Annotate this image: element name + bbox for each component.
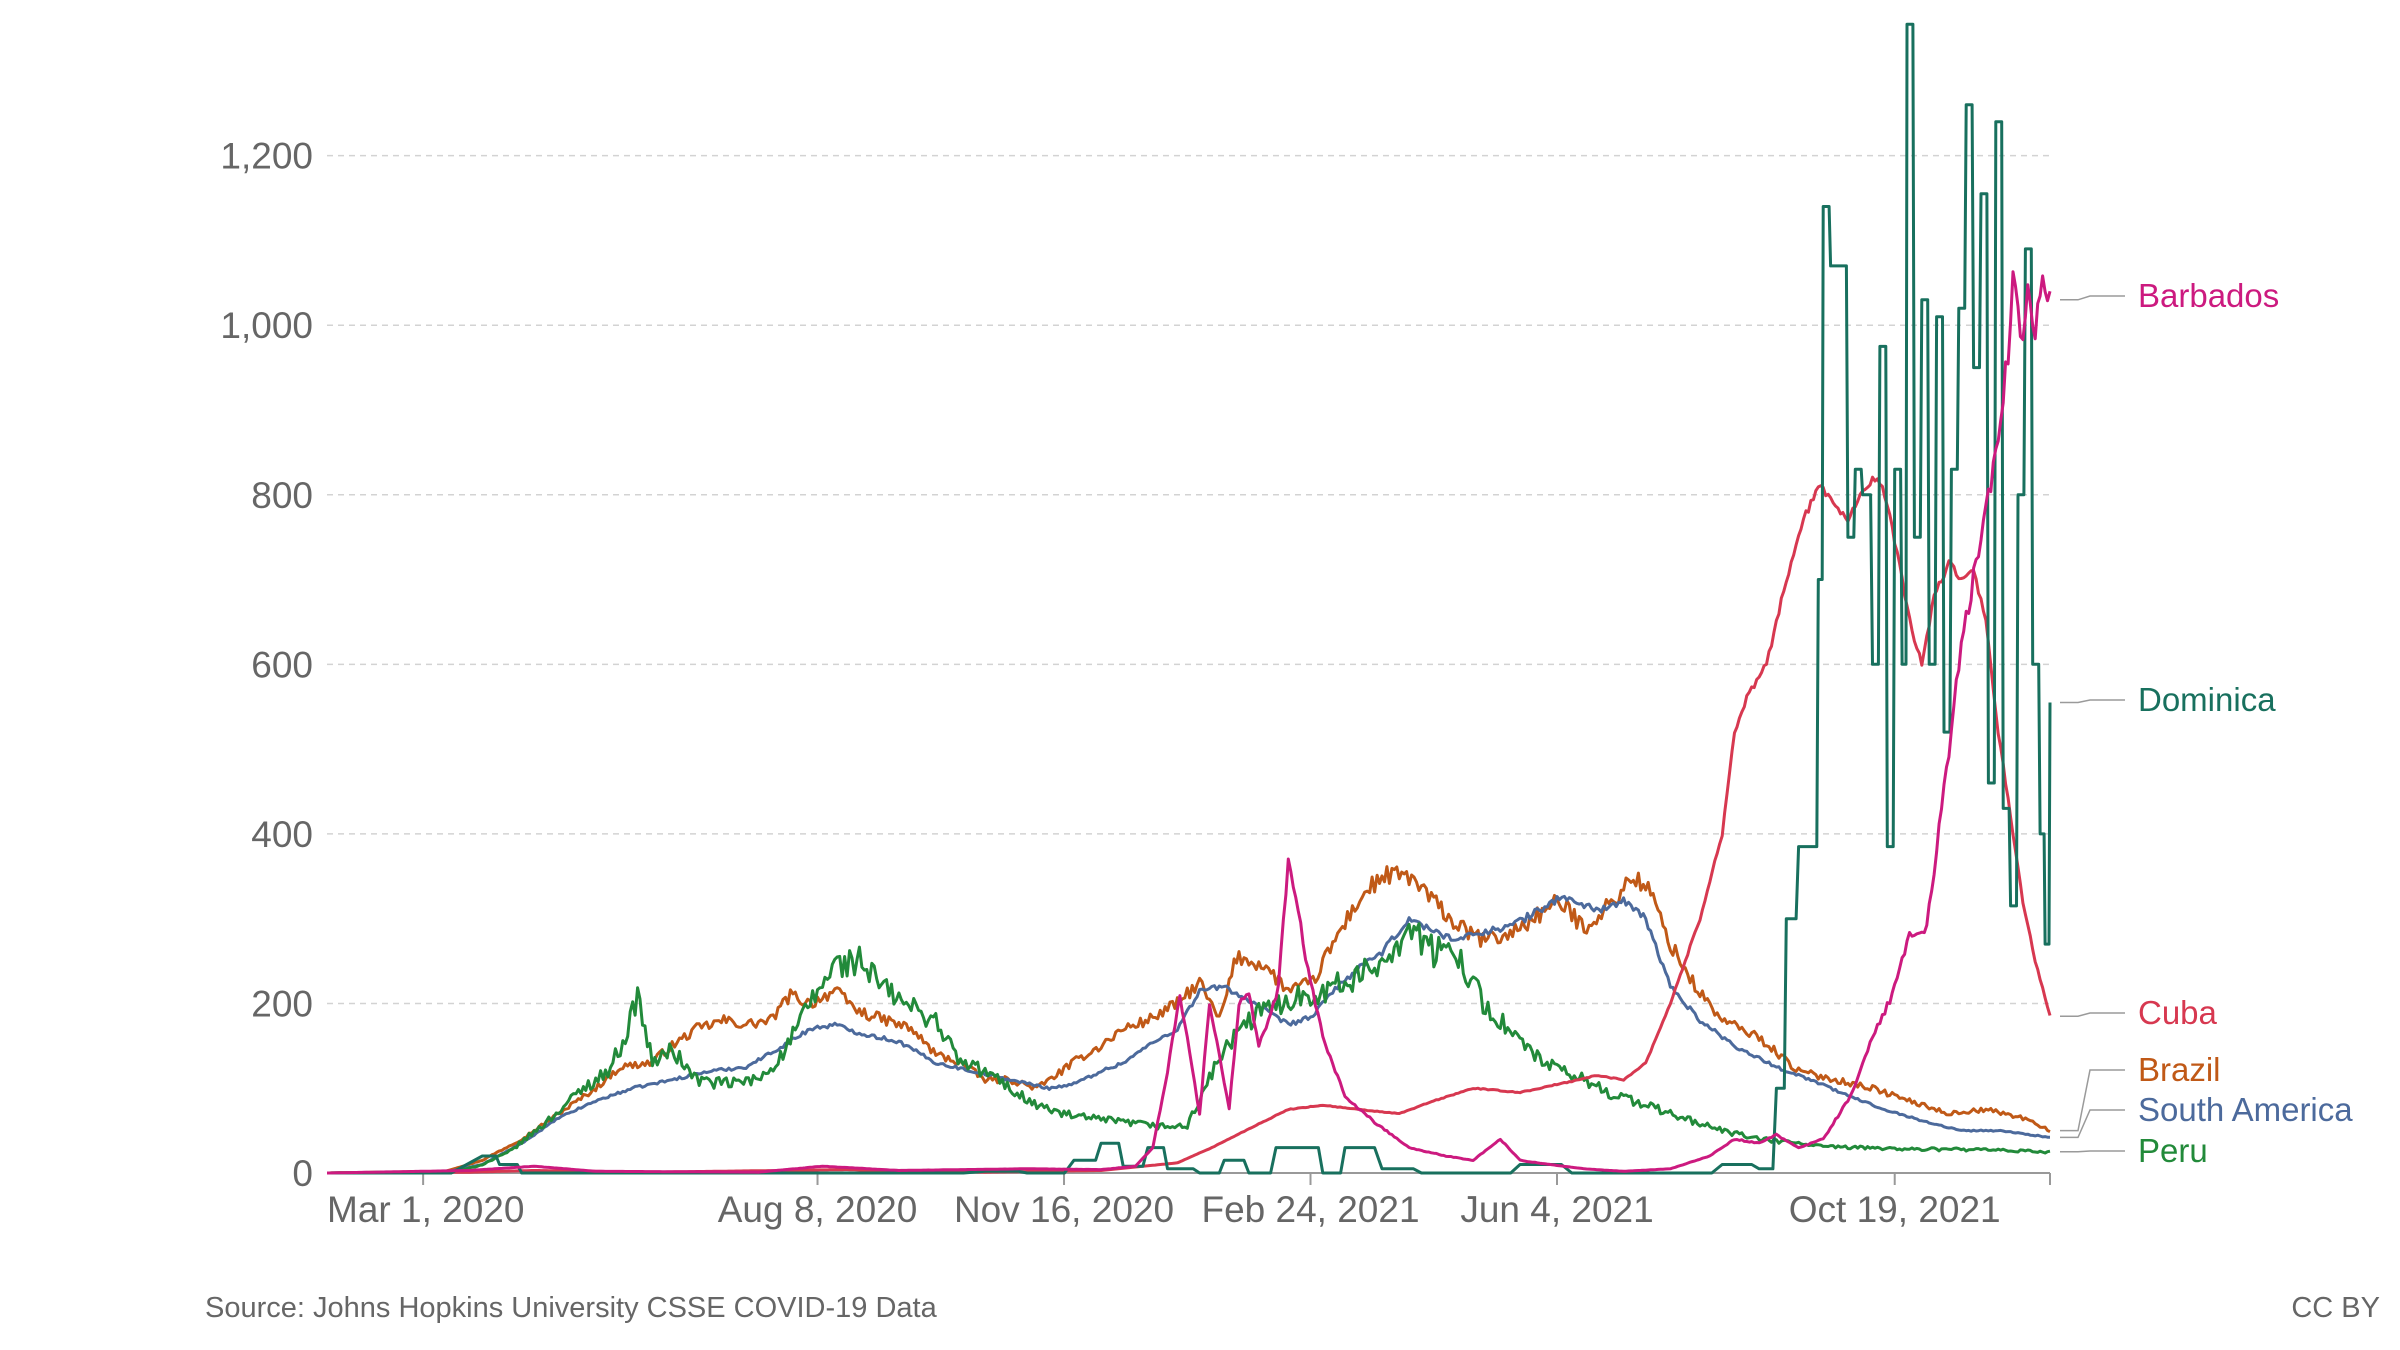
license-note: CC BY [2291,1292,2380,1324]
y-axis: 0 200 400 600 800 1,000 1,200 [220,136,313,1194]
x-axis: Mar 1, 2020 Aug 8, 2020 Nov 16, 2020 Feb 24… [327,1172,2051,1230]
series-label-dominica: Dominica [2138,681,2276,718]
x-tick-label: Nov 16, 2020 [954,1189,1174,1230]
source-note: Source: Johns Hopkins University CSSE CO… [205,1292,937,1324]
series-label-peru: Peru [2138,1132,2208,1169]
y-tick-label: 600 [251,644,313,685]
series-line-brazil [327,865,2051,1175]
leader-line-barbados [2060,295,2125,301]
series-line-south-america [327,894,2050,1175]
leader-line-dominica [2060,699,2125,704]
y-tick-label: 200 [251,983,313,1024]
gridlines [327,154,2050,1005]
series-label-cuba: Cuba [2138,994,2218,1031]
x-tick-label: Feb 24, 2021 [1201,1189,1419,1230]
leader-line-peru [2060,1150,2125,1153]
x-tick-label: Mar 1, 2020 [327,1189,524,1230]
x-tick-label: Jun 4, 2021 [1460,1189,1653,1230]
y-tick-label: 1,200 [220,136,313,177]
series-lines [327,22,2052,1175]
series-label-south-america: South America [2138,1091,2353,1128]
leader-line-cuba [2060,1012,2125,1017]
y-tick-label: 400 [251,814,313,855]
leader-line-brazil [2060,1069,2125,1132]
x-tick-label: Aug 8, 2020 [718,1189,918,1230]
series-line-dominica [327,22,2052,1175]
series-label-brazil: Brazil [2138,1051,2221,1088]
y-tick-label: 0 [292,1153,313,1194]
x-tick-label: Oct 19, 2021 [1789,1189,2001,1230]
series-label-barbados: Barbados [2138,277,2279,314]
y-tick-label: 1,000 [220,305,313,346]
y-tick-label: 800 [251,475,313,516]
leader-line-south-america [2060,1109,2125,1139]
series-line-peru [327,922,2051,1175]
series-line-barbados [327,270,2052,1175]
